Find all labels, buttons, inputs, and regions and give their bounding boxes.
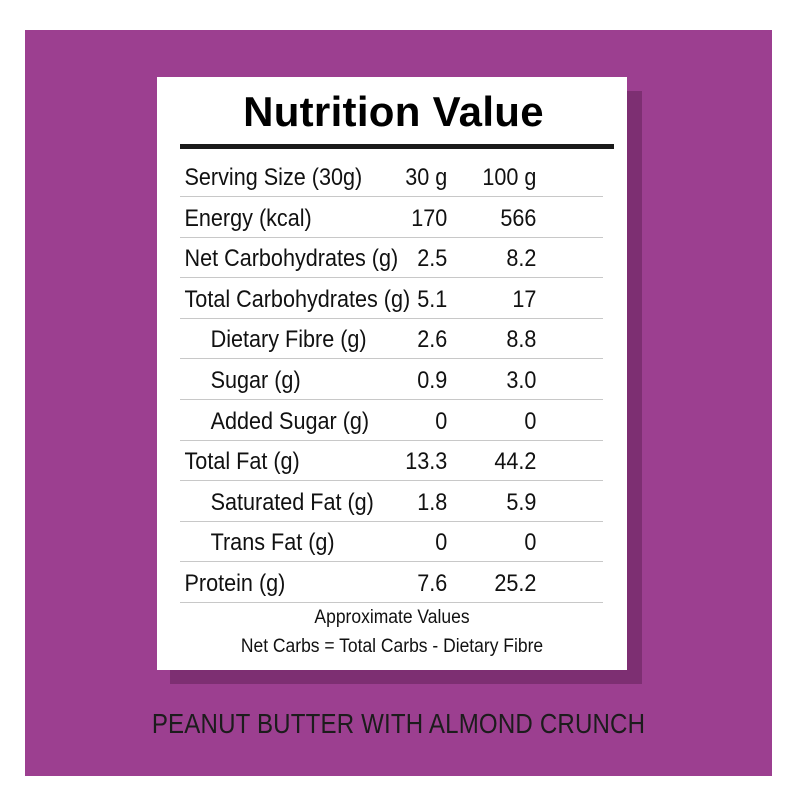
value-per-100g: 3.0 — [506, 367, 537, 394]
value-per-100g: 100 g — [482, 164, 537, 191]
value-per-30g: 0 — [435, 529, 448, 556]
nutrient-name: Saturated Fat (g) — [210, 489, 374, 516]
value-per-100g: 8.8 — [506, 326, 537, 353]
table-row: Trans Fat (g) 0 0 — [180, 523, 563, 563]
value-per-30g: 0 — [435, 408, 448, 435]
value-per-30g: 5.1 — [417, 286, 448, 313]
value-per-100g: 25.2 — [494, 570, 537, 597]
row-divider — [180, 521, 603, 522]
row-divider — [180, 196, 603, 197]
value-per-100g: 0 — [524, 408, 537, 435]
value-per-30g: 7.6 — [417, 570, 448, 597]
nutrient-name: Protein (g) — [184, 570, 286, 597]
title-divider — [180, 144, 614, 149]
row-divider — [180, 237, 603, 238]
nutrient-name: Net Carbohydrates (g) — [184, 245, 399, 272]
table-row: Serving Size (30g) 30 g 100 g — [180, 158, 563, 198]
table-row: Sugar (g) 0.9 3.0 — [180, 361, 563, 401]
value-per-100g: 44.2 — [494, 448, 537, 475]
row-divider — [180, 561, 603, 562]
value-per-100g: 566 — [500, 205, 537, 232]
product-name: PEANUT BUTTER WITH ALMOND CRUNCH — [151, 708, 646, 739]
nutrient-name: Energy (kcal) — [184, 205, 312, 232]
value-per-100g: 0 — [524, 529, 537, 556]
nutrient-name: Sugar (g) — [210, 367, 301, 394]
table-row: Added Sugar (g) 0 0 — [180, 402, 563, 442]
value-per-30g: 170 — [411, 205, 448, 232]
row-divider — [180, 358, 603, 359]
value-per-30g: 30 g — [405, 164, 448, 191]
nutrition-title: Nutrition Value — [243, 88, 544, 135]
table-row: Net Carbohydrates (g) 2.5 8.2 — [180, 239, 563, 279]
value-per-30g: 0.9 — [417, 367, 448, 394]
value-per-100g: 17 — [512, 286, 537, 313]
row-divider — [180, 277, 603, 278]
row-divider — [180, 602, 603, 603]
net-carbs-note: Net Carbs = Total Carbs - Dietary Fibre — [240, 636, 544, 657]
value-per-100g: 5.9 — [506, 489, 537, 516]
nutrition-label-card — [157, 77, 627, 670]
value-per-30g: 1.8 — [417, 489, 448, 516]
value-per-30g: 13.3 — [405, 448, 448, 475]
nutrient-name: Dietary Fibre (g) — [210, 326, 367, 353]
value-per-30g: 2.6 — [417, 326, 448, 353]
row-divider — [180, 318, 603, 319]
table-row: Total Carbohydrates (g) 5.1 17 — [180, 280, 563, 320]
row-divider — [180, 480, 603, 481]
approximate-values-note: Approximate Values — [314, 607, 470, 628]
value-per-30g: 2.5 — [417, 245, 448, 272]
table-row: Dietary Fibre (g) 2.6 8.8 — [180, 320, 563, 360]
nutrient-name: Total Carbohydrates (g) — [184, 286, 411, 313]
value-per-100g: 8.2 — [506, 245, 537, 272]
table-row: Protein (g) 7.6 25.2 — [180, 564, 563, 604]
nutrient-name: Serving Size (30g) — [184, 164, 363, 191]
nutrient-name: Added Sugar (g) — [210, 408, 370, 435]
nutrient-name: Total Fat (g) — [184, 448, 300, 475]
table-row: Saturated Fat (g) 1.8 5.9 — [180, 483, 563, 523]
nutrient-name: Trans Fat (g) — [210, 529, 335, 556]
row-divider — [180, 399, 603, 400]
table-row: Energy (kcal) 170 566 — [180, 199, 563, 239]
row-divider — [180, 440, 603, 441]
table-row: Total Fat (g) 13.3 44.2 — [180, 442, 563, 482]
